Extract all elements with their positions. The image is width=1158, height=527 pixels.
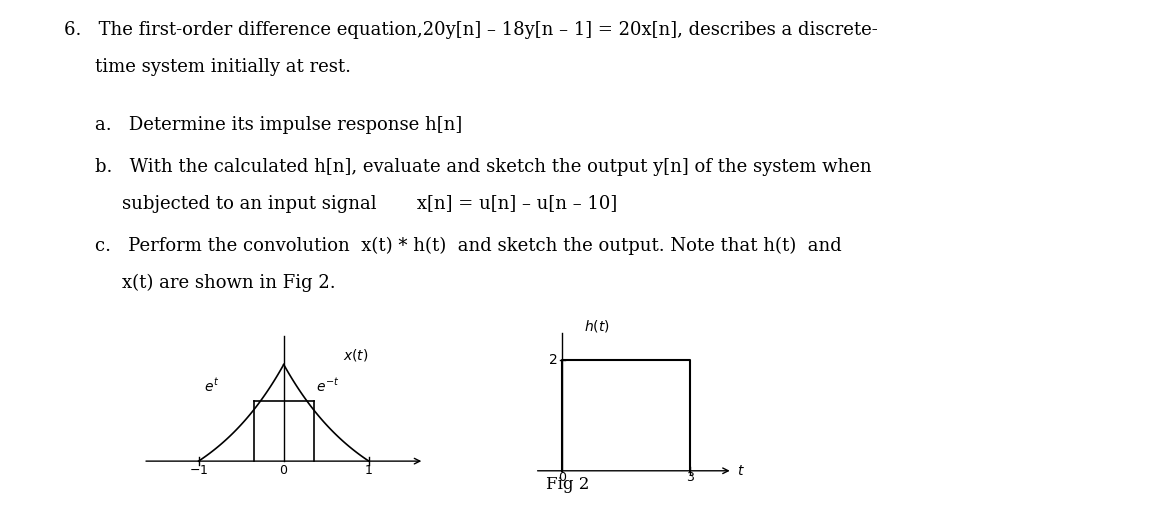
Text: $0$: $0$: [279, 464, 288, 477]
Text: $-1$: $-1$: [189, 464, 208, 477]
Text: c.   Perform the convolution  x(t) * h(t)  and sketch the output. Note that h(t): c. Perform the convolution x(t) * h(t) a…: [95, 237, 842, 256]
Text: $h(t)$: $h(t)$: [584, 317, 609, 334]
Text: a.   Determine its impulse response h[n]: a. Determine its impulse response h[n]: [95, 116, 462, 134]
Text: subjected to an input signal       x[n] = u[n] – u[n – 10]: subjected to an input signal x[n] = u[n]…: [122, 195, 617, 213]
Text: $t$: $t$: [736, 464, 745, 478]
Text: x(t) are shown in Fig 2.: x(t) are shown in Fig 2.: [122, 274, 335, 292]
Text: $x(t)$: $x(t)$: [343, 347, 369, 363]
Text: $e^{-t}$: $e^{-t}$: [316, 377, 339, 395]
Text: 6.   The first-order difference equation,20y[n] – 18y[n – 1] = 20x[n], describes: 6. The first-order difference equation,2…: [64, 21, 878, 39]
Text: time system initially at rest.: time system initially at rest.: [95, 58, 351, 76]
Text: $e^t$: $e^t$: [204, 377, 219, 395]
Text: Fig 2: Fig 2: [545, 476, 589, 493]
Text: $2$: $2$: [548, 354, 557, 367]
Text: $3$: $3$: [686, 471, 695, 484]
Text: $1$: $1$: [365, 464, 373, 477]
Text: $0$: $0$: [558, 471, 567, 484]
Text: b.   With the calculated h[n], evaluate and sketch the output y[n] of the system: b. With the calculated h[n], evaluate an…: [95, 158, 872, 176]
